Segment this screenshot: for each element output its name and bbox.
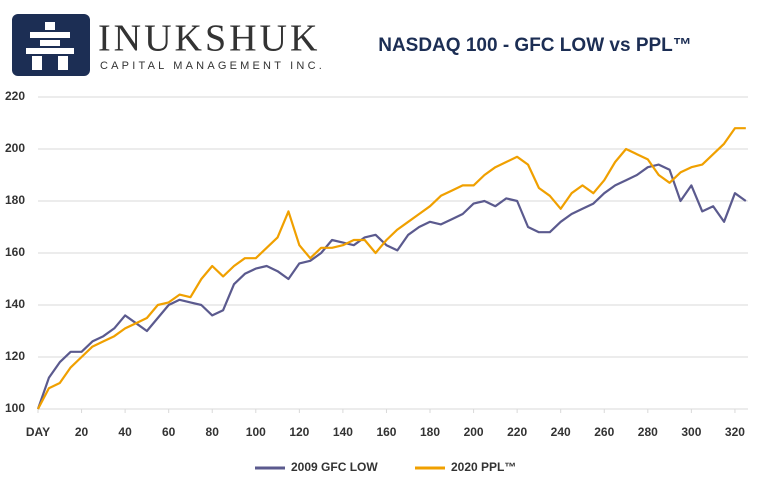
x-tick-label: 120 [289,425,309,439]
x-tick-label: 140 [333,425,353,439]
logo-tagline: CAPITAL MANAGEMENT INC. [100,60,325,72]
y-tick-label: 140 [5,297,25,311]
x-tick-label: 240 [551,425,571,439]
x-tick-label: 80 [206,425,220,439]
legend-label: 2020 PPL™ [451,460,516,474]
legend-label: 2009 GFC LOW [291,460,378,474]
logo-icon [26,22,74,70]
x-tick-label: DAY [26,425,50,439]
x-tick-label: 100 [246,425,266,439]
x-tick-label: 260 [594,425,614,439]
x-tick-label: 320 [725,425,745,439]
logo-name: INUKSHUK [98,18,320,60]
chart-title: NASDAQ 100 - GFC LOW vs PPL™ [378,35,692,56]
x-tick-label: 20 [75,425,89,439]
y-tick-label: 200 [5,141,25,155]
x-tick-label: 180 [420,425,440,439]
y-tick-label: 100 [5,401,25,415]
series-line [36,163,747,410]
logo: INUKSHUK CAPITAL MANAGEMENT INC. [12,14,325,76]
x-tick-label: 160 [376,425,396,439]
x-tick-label: 300 [681,425,701,439]
y-tick-label: 220 [5,89,25,103]
x-tick-label: 220 [507,425,527,439]
y-tick-label: 180 [5,193,25,207]
y-tick-label: 120 [5,349,25,363]
series-line [37,127,746,410]
x-tick-label: 60 [162,425,176,439]
y-tick-label: 160 [5,245,25,259]
x-tick-label: 40 [118,425,132,439]
x-tick-label: 200 [464,425,484,439]
x-tick-label: 280 [638,425,658,439]
